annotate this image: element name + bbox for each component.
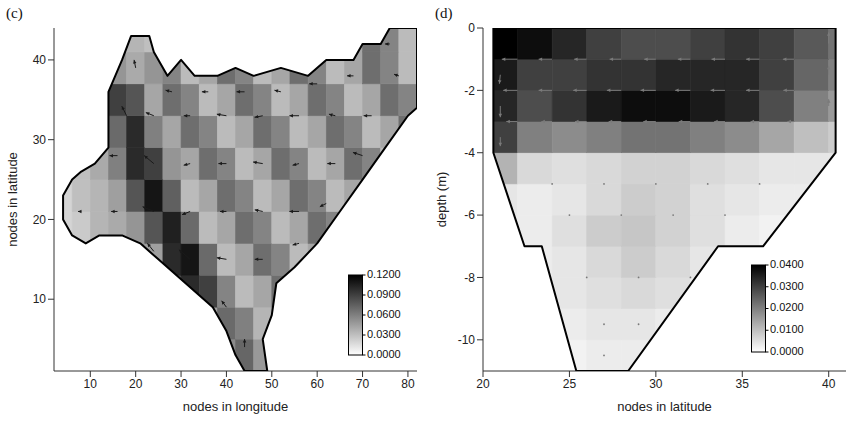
svg-text:80: 80 — [401, 377, 415, 391]
svg-text:10: 10 — [33, 292, 47, 306]
svg-text:30: 30 — [33, 133, 47, 147]
svg-text:0.0900: 0.0900 — [367, 288, 401, 300]
svg-text:40: 40 — [220, 377, 234, 391]
svg-text:-10: -10 — [458, 333, 476, 347]
svg-text:0.0000: 0.0000 — [367, 348, 401, 360]
svg-text:nodes in longitude: nodes in longitude — [183, 399, 289, 414]
svg-text:20: 20 — [33, 213, 47, 227]
svg-text:70: 70 — [356, 377, 370, 391]
svg-text:10: 10 — [84, 377, 98, 391]
svg-text:35: 35 — [736, 377, 750, 391]
svg-text:-4: -4 — [464, 146, 475, 160]
svg-text:-6: -6 — [464, 208, 475, 222]
svg-text:-2: -2 — [464, 84, 475, 98]
svg-text:nodes in latitude: nodes in latitude — [5, 152, 20, 247]
svg-text:0.0300: 0.0300 — [770, 280, 804, 292]
svg-text:50: 50 — [265, 377, 279, 391]
svg-text:20: 20 — [129, 377, 143, 391]
html-text:(c): (c) — [6, 5, 23, 21]
svg-text:0.0000: 0.0000 — [770, 345, 804, 357]
svg-text:0.0400: 0.0400 — [770, 258, 804, 270]
svg-text:0: 0 — [468, 21, 475, 35]
svg-text:0.0200: 0.0200 — [770, 301, 804, 313]
svg-text:40: 40 — [822, 377, 836, 391]
svg-text:0.0100: 0.0100 — [770, 323, 804, 335]
svg-text:60: 60 — [310, 377, 324, 391]
svg-text:nodes in latitude: nodes in latitude — [617, 399, 712, 414]
svg-text:0.0300: 0.0300 — [367, 328, 401, 340]
svg-text:30: 30 — [174, 377, 188, 391]
svg-text:0.0600: 0.0600 — [367, 308, 401, 320]
svg-text:-8: -8 — [464, 271, 475, 285]
svg-text:depth (m): depth (m) — [434, 172, 449, 228]
html-text:(d): (d) — [435, 5, 453, 21]
svg-text:40: 40 — [33, 53, 47, 67]
svg-text:25: 25 — [563, 377, 577, 391]
svg-text:20: 20 — [476, 377, 490, 391]
svg-text:30: 30 — [649, 377, 663, 391]
svg-text:0.1200: 0.1200 — [367, 268, 401, 280]
